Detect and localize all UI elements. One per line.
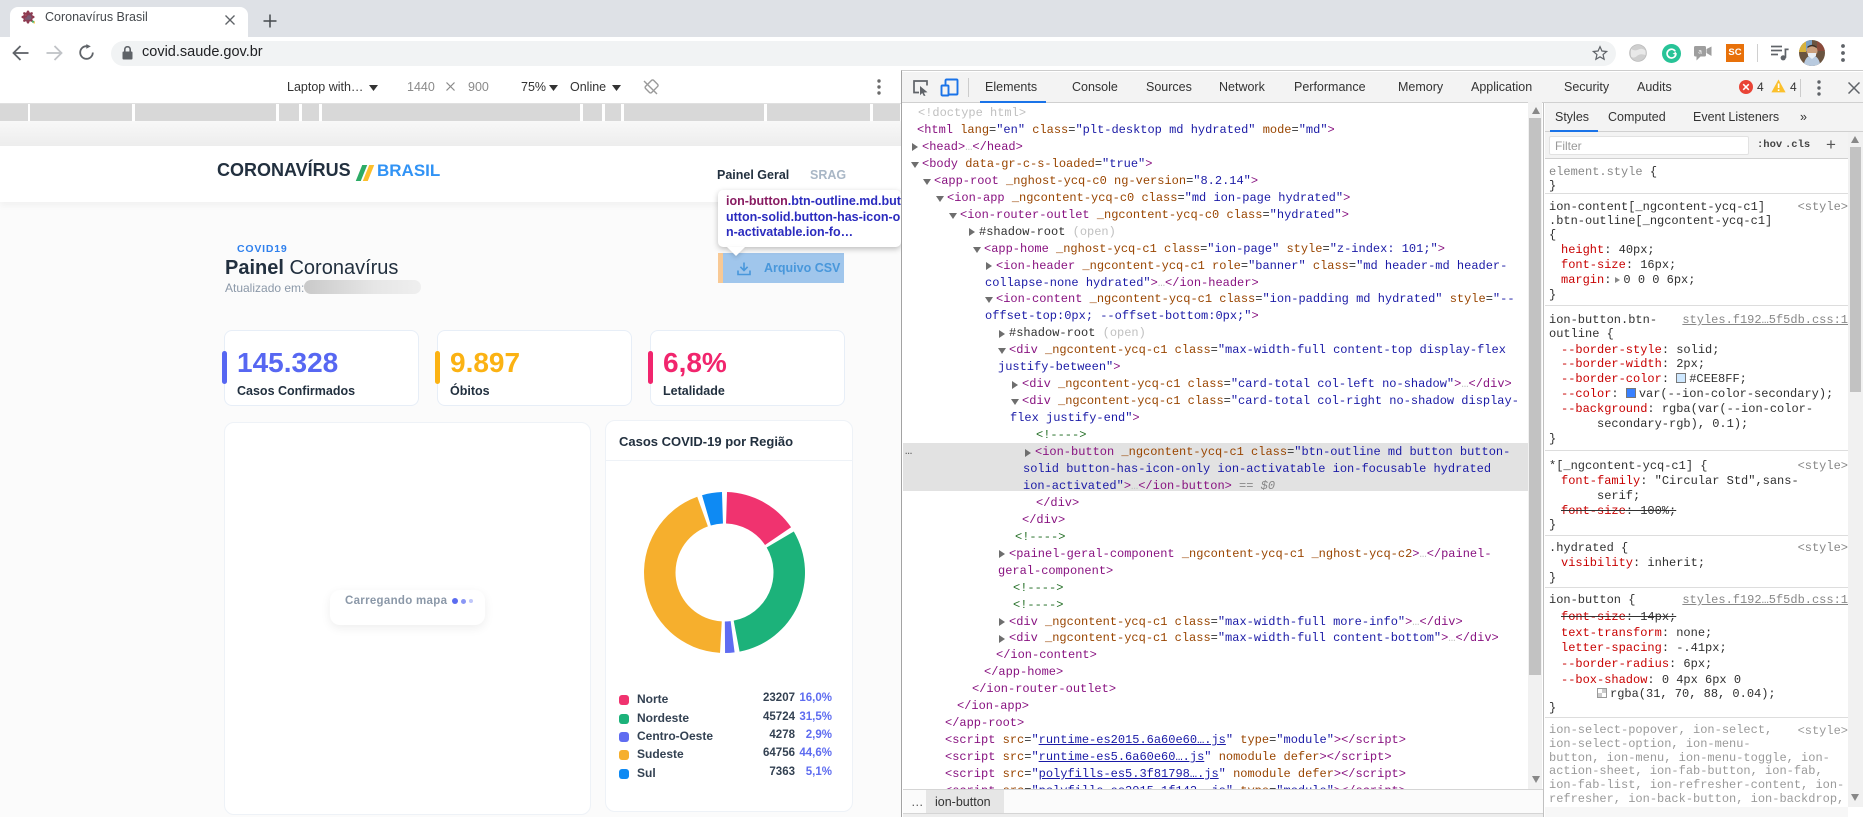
svg-text:a: a: [1698, 49, 1702, 56]
